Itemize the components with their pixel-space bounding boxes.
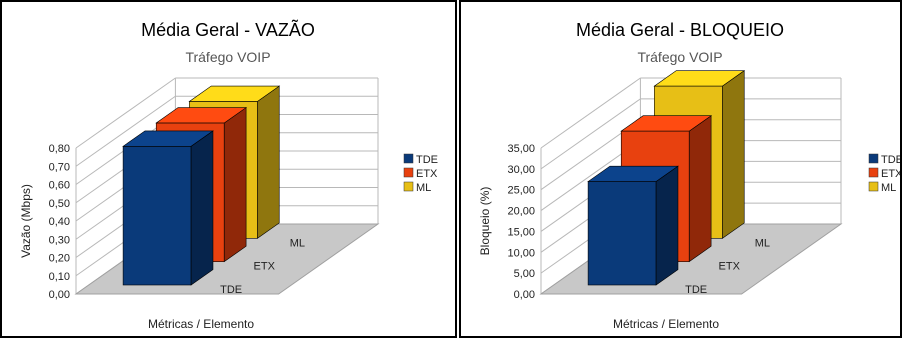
bloqueio-y-tick-label: 5,00 (514, 268, 535, 280)
vazao-bar-top (188, 85, 281, 102)
vazao-chart: Média Geral - VAZÃO Tráfego VOIP 0,00 0,10 0… (19, 19, 438, 331)
bloqueio-category-label: TDE (685, 284, 707, 296)
bloqueio-bar-top (587, 165, 679, 182)
vazao-bar-tde (122, 130, 214, 286)
vazao-y-tick-label: 0,00 (49, 289, 70, 301)
bloqueio-y-tick-label: 0,00 (514, 289, 535, 301)
bloqueio-bar-side (722, 70, 745, 239)
vazao-legend-swatch (403, 153, 414, 164)
vazao-legend-label: ML (416, 182, 431, 194)
bloqueio-bar-front (587, 181, 657, 286)
vazao-y-tick-label: 0,30 (49, 234, 70, 246)
bloqueio-grid-side (540, 98, 641, 170)
bloqueio-chart-subtitle: Tráfego VOIP (637, 49, 722, 65)
vazao-legend-swatch (403, 181, 414, 192)
bloqueio-category-label: ETX (719, 261, 741, 273)
bloqueio-y-tick-label: 15,00 (507, 226, 535, 238)
bloqueio-bar-top (653, 70, 746, 87)
bloqueio-legend-label: ML (881, 182, 896, 194)
bloqueio-chart-title: Média Geral - BLOQUEIO (576, 20, 784, 40)
bloqueio-bar-side (655, 165, 679, 286)
vazao-category-label: ML (290, 237, 305, 249)
vazao-bar-top (122, 130, 214, 147)
bloqueio-legend-swatch (868, 181, 879, 192)
vazao-chart-subtitle: Tráfego VOIP (185, 49, 270, 65)
vazao-y-tick-label: 0,70 (49, 161, 70, 173)
vazao-bar-side (190, 130, 214, 286)
bloqueio-bar-side (688, 115, 712, 263)
bloqueio-legend-label: ETX (881, 168, 900, 180)
bloqueio-y-axis-label: Bloqueio (%) (478, 187, 492, 256)
vazao-x-axis-label: Métricas / Elemento (148, 317, 254, 331)
bloqueio-category-label: ML (755, 237, 770, 249)
vazao-chart-title: Média Geral - VAZÃO (141, 19, 315, 40)
vazao-legend-label: TDE (416, 154, 438, 166)
vazao-y-tick-label: 0,60 (49, 180, 70, 192)
bloqueio-grid-side (540, 77, 641, 149)
vazao-y-tick-label: 0,10 (49, 271, 70, 283)
vazao-chart-panel: Média Geral - VAZÃO Tráfego VOIP 0,00 0,10 0… (0, 0, 457, 338)
bloqueio-x-axis-label: Métricas / Elemento (613, 317, 719, 331)
bloqueio-y-tick-label: 35,00 (507, 143, 535, 155)
bloqueio-legend-label: TDE (881, 154, 900, 166)
vazao-y-tick-label: 0,80 (49, 143, 70, 155)
vazao-bar-top (155, 107, 248, 124)
bloqueio-chart: Média Geral - BLOQUEIO Tráfego VOIP 0,00 5,… (478, 20, 900, 331)
bloqueio-y-tick-label: 10,00 (507, 247, 535, 259)
vazao-y-tick-label: 0,20 (49, 253, 70, 265)
bloqueio-chart-panel: Média Geral - BLOQUEIO Tráfego VOIP 0,00 5,… (459, 0, 902, 338)
bloqueio-y-tick-label: 20,00 (507, 206, 535, 218)
vazao-grid-side (75, 95, 176, 167)
vazao-bar-side (257, 85, 280, 239)
vazao-y-axis-label: Vazão (Mbps) (19, 184, 33, 258)
vazao-y-tick-label: 0,50 (49, 198, 70, 210)
vazao-category-label: ETX (254, 261, 276, 273)
bloqueio-y-tick-label: 30,00 (507, 164, 535, 176)
vazao-y-tick-label: 0,40 (49, 216, 70, 228)
vazao-legend-swatch (403, 167, 414, 178)
vazao-category-label: TDE (220, 284, 242, 296)
vazao-grid-side (75, 77, 176, 149)
bloqueio-legend-swatch (868, 167, 879, 178)
vazao-legend-label: ETX (416, 168, 438, 180)
bloqueio-legend-swatch (868, 153, 879, 164)
bloqueio-bar-top (620, 115, 713, 132)
bloqueio-y-tick-label: 25,00 (507, 185, 535, 197)
vazao-bar-side (223, 106, 247, 263)
vazao-bar-front (122, 146, 192, 286)
bloqueio-bar-tde (587, 165, 679, 286)
